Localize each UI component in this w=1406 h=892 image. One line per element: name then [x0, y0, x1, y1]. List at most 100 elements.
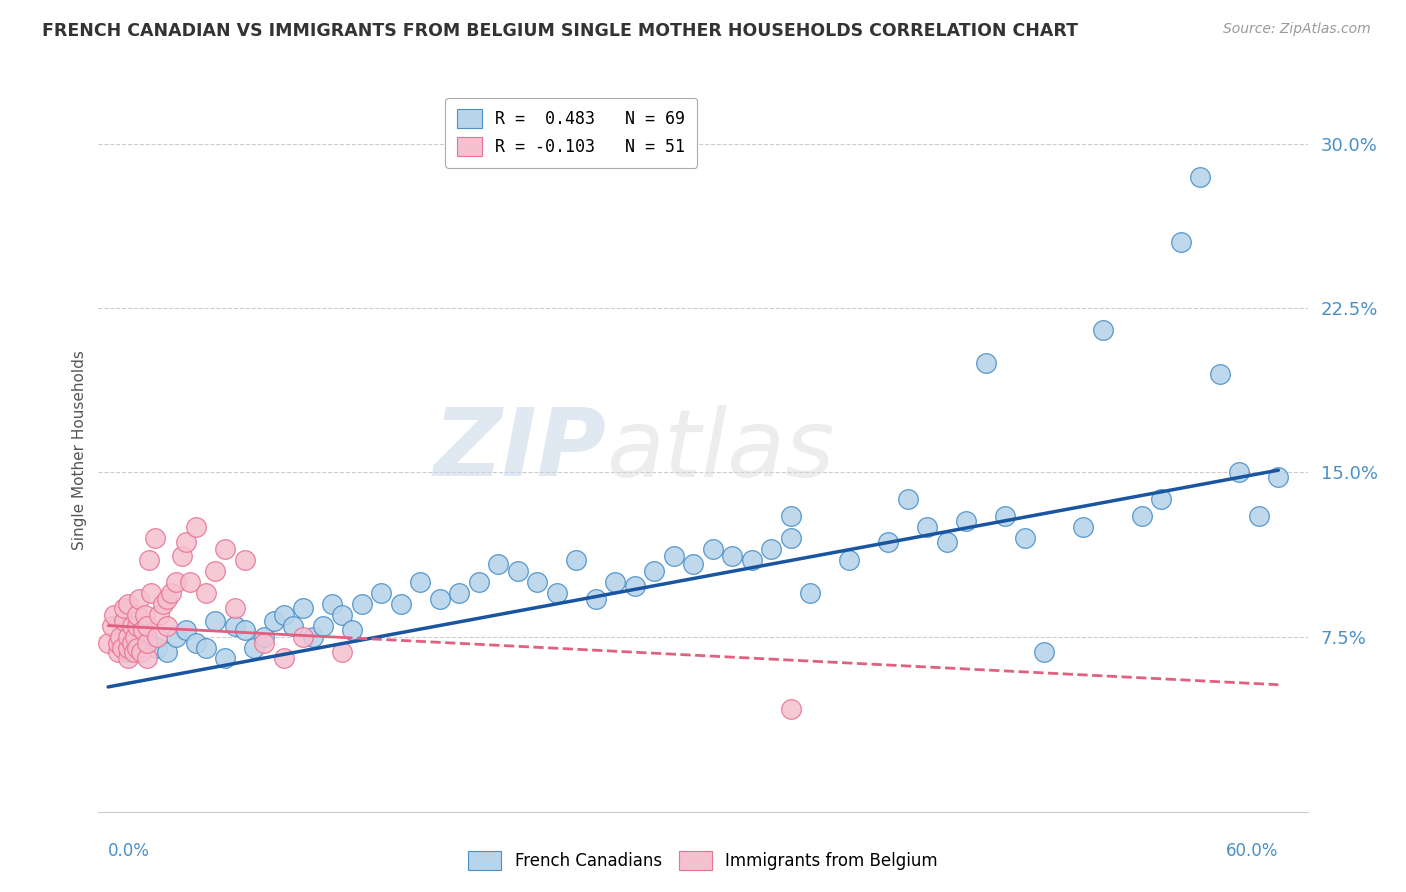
- Point: [1209, 367, 1232, 381]
- Point: [174, 623, 197, 637]
- Point: [233, 623, 256, 637]
- Text: FRENCH CANADIAN VS IMMIGRANTS FROM BELGIUM SINGLE MOTHER HOUSEHOLDS CORRELATION : FRENCH CANADIAN VS IMMIGRANTS FROM BELGI…: [42, 22, 1078, 40]
- Point: [565, 553, 588, 567]
- Point: [233, 553, 256, 567]
- Point: [159, 586, 181, 600]
- Point: [214, 651, 236, 665]
- Point: [292, 601, 315, 615]
- Point: [623, 579, 645, 593]
- Point: [302, 630, 325, 644]
- Point: [117, 645, 139, 659]
- Point: [838, 553, 860, 567]
- Point: [143, 531, 166, 545]
- Point: [139, 586, 162, 600]
- Point: [214, 541, 236, 556]
- Point: [263, 614, 285, 628]
- Point: [107, 636, 129, 650]
- Point: [184, 520, 207, 534]
- Text: ZIP: ZIP: [433, 404, 606, 497]
- Point: [429, 592, 451, 607]
- Point: [117, 597, 139, 611]
- Point: [779, 509, 801, 524]
- Point: [449, 586, 471, 600]
- Point: [117, 651, 139, 665]
- Point: [122, 645, 145, 659]
- Point: [350, 597, 373, 611]
- Point: [127, 607, 149, 622]
- Point: [526, 574, 548, 589]
- Point: [312, 618, 335, 632]
- Point: [108, 630, 131, 644]
- Point: [165, 574, 187, 589]
- Point: [172, 549, 194, 563]
- Point: [136, 636, 159, 650]
- Point: [994, 509, 1017, 524]
- Point: [253, 630, 276, 644]
- Point: [243, 640, 266, 655]
- Point: [134, 607, 156, 622]
- Point: [273, 651, 295, 665]
- Point: [340, 623, 363, 637]
- Point: [721, 549, 744, 563]
- Point: [779, 531, 801, 545]
- Point: [330, 607, 353, 622]
- Point: [486, 558, 509, 572]
- Point: [1014, 531, 1036, 545]
- Point: [107, 645, 129, 659]
- Point: [156, 618, 179, 632]
- Point: [1227, 466, 1250, 480]
- Point: [546, 586, 568, 600]
- Point: [184, 636, 207, 650]
- Point: [127, 640, 149, 655]
- Point: [112, 614, 135, 628]
- Point: [124, 630, 146, 644]
- Text: Source: ZipAtlas.com: Source: ZipAtlas.com: [1223, 22, 1371, 37]
- Point: [877, 535, 900, 549]
- Text: 0.0%: 0.0%: [108, 842, 150, 860]
- Point: [467, 574, 489, 589]
- Point: [138, 553, 160, 567]
- Point: [955, 514, 977, 528]
- Text: atlas: atlas: [606, 405, 835, 496]
- Point: [121, 636, 143, 650]
- Point: [370, 586, 392, 600]
- Point: [253, 636, 276, 650]
- Point: [1267, 469, 1289, 483]
- Text: 60.0%: 60.0%: [1226, 842, 1278, 860]
- Point: [409, 574, 432, 589]
- Point: [224, 618, 246, 632]
- Point: [779, 702, 801, 716]
- Point: [121, 618, 143, 632]
- Point: [917, 520, 939, 534]
- Point: [146, 630, 169, 644]
- Y-axis label: Single Mother Households: Single Mother Households: [72, 351, 87, 550]
- Point: [1033, 645, 1056, 659]
- Point: [136, 618, 159, 632]
- Point: [506, 564, 529, 578]
- Point: [136, 630, 159, 644]
- Point: [662, 549, 685, 563]
- Point: [156, 645, 179, 659]
- Point: [702, 541, 724, 556]
- Point: [131, 645, 153, 659]
- Point: [741, 553, 763, 567]
- Point: [127, 618, 149, 632]
- Legend: R =  0.483   N = 69, R = -0.103   N = 51: R = 0.483 N = 69, R = -0.103 N = 51: [446, 97, 697, 168]
- Point: [128, 592, 150, 607]
- Point: [97, 636, 120, 650]
- Point: [194, 640, 217, 655]
- Point: [1189, 169, 1212, 184]
- Point: [897, 491, 920, 506]
- Point: [1071, 520, 1094, 534]
- Point: [643, 564, 665, 578]
- Point: [156, 592, 179, 607]
- Point: [1150, 491, 1173, 506]
- Point: [682, 558, 704, 572]
- Point: [1091, 323, 1114, 337]
- Point: [974, 356, 997, 370]
- Point: [292, 630, 315, 644]
- Point: [117, 630, 139, 644]
- Point: [117, 640, 139, 655]
- Point: [761, 541, 783, 556]
- Point: [101, 618, 124, 632]
